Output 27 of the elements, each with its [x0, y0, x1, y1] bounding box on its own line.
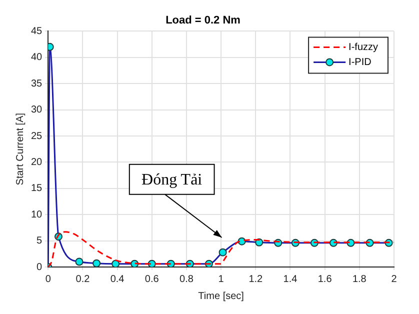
x-tick-label: 0.2 — [76, 274, 90, 285]
y-tick-label: 15 — [31, 183, 43, 194]
y-tick-label: 20 — [31, 156, 43, 168]
x-tick-label: 0.4 — [110, 274, 125, 285]
y-axis-title: Start Current [A] — [14, 112, 26, 186]
y-tick-label: 5 — [36, 236, 43, 247]
y-tick-label: 10 — [31, 209, 43, 220]
y-tick-label: 0 — [36, 262, 43, 273]
y-tick-label: 25 — [31, 130, 43, 142]
x-tick-label: 1 — [218, 274, 224, 285]
x-tick-label: 0.8 — [180, 274, 194, 285]
x-tick-label: 1.8 — [352, 274, 367, 285]
x-tick-label: 1.6 — [318, 274, 332, 285]
annotation: Đóng Tải — [142, 172, 203, 189]
x-tick-label: 2 — [391, 274, 398, 285]
y-tick-label: 30 — [31, 104, 43, 116]
y-tick-label: 45 — [31, 26, 43, 37]
chart-title: Load = 0.2 Nm — [166, 14, 241, 27]
x-tick-label: 1.4 — [283, 274, 298, 285]
legend-label: I-fuzzy — [348, 42, 378, 53]
x-tick-label: 0.6 — [144, 274, 160, 285]
x-tick-label: 0 — [45, 274, 52, 285]
y-tick-label: 35 — [31, 78, 43, 90]
y-tick-label: 40 — [31, 52, 43, 64]
legend-label: I-PID — [348, 56, 372, 68]
x-axis-title: Time [sec] — [198, 290, 244, 302]
x-tick-label: 1.2 — [248, 274, 264, 285]
